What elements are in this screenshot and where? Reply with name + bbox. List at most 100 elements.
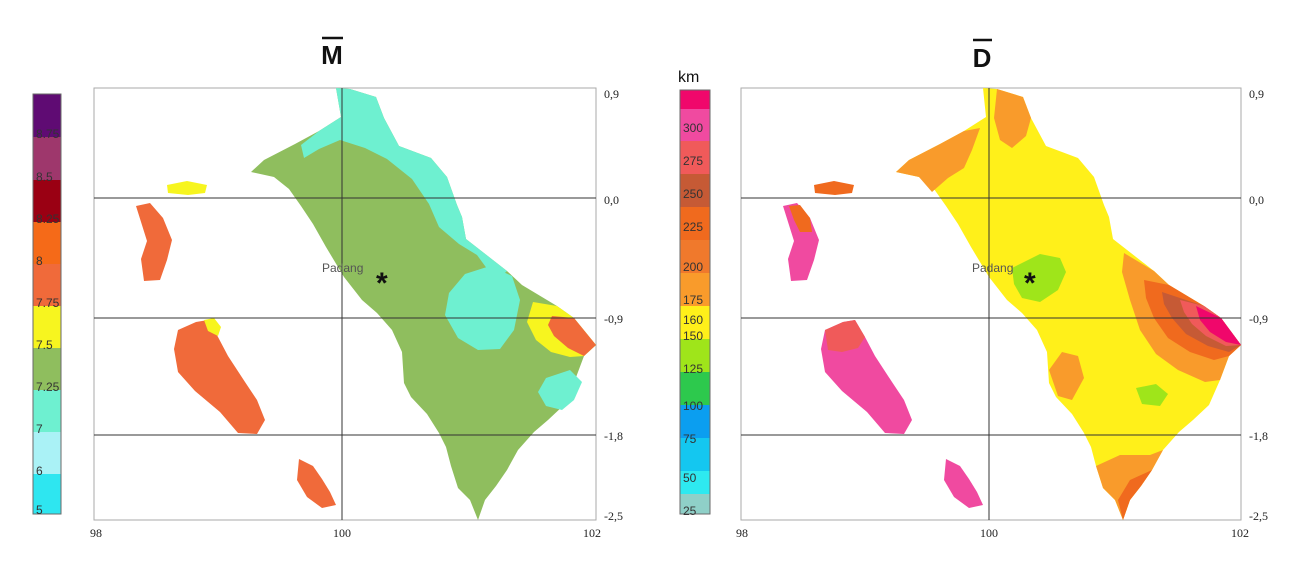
island [789, 205, 812, 232]
legend-frame [679, 89, 711, 515]
epicenter-star-icon: * [1024, 267, 1036, 300]
map-right-title: D [973, 43, 992, 73]
contour-zone [1196, 306, 1241, 345]
legend-label: 200 [683, 260, 703, 274]
legend-label: 100 [683, 399, 703, 413]
legend-label: 50 [683, 471, 697, 485]
legend-swatch [680, 207, 710, 240]
legend-swatch [680, 438, 710, 471]
y-tick: 0,9 [1249, 87, 1264, 101]
island [136, 203, 172, 281]
map-left-panel: M 8.75 8.5 8.25 8 7.75 7.5 7.25 7 6 5 [32, 36, 623, 540]
legend-label: 75 [683, 432, 697, 446]
legend-label: 175 [683, 293, 703, 307]
legend-label: 225 [683, 220, 703, 234]
legend-swatch [33, 474, 61, 514]
legend-label: 8.25 [36, 212, 60, 226]
legend-label: 150 [683, 329, 703, 343]
legend-swatch [680, 405, 710, 438]
map-left-land [136, 88, 596, 520]
epicenter-star-icon: * [376, 267, 388, 300]
legend-label: 7.75 [36, 296, 60, 310]
island [814, 181, 854, 195]
y-tick: -0,9 [1249, 312, 1268, 326]
island [167, 181, 207, 195]
contour-zone [896, 128, 980, 192]
legend-swatch [680, 273, 710, 306]
city-label-padang: Padang [972, 261, 1013, 275]
island [204, 318, 221, 336]
island [825, 320, 865, 352]
legend-swatch [680, 471, 710, 494]
contour-zone [1012, 254, 1066, 302]
legend-frame [32, 93, 62, 515]
legend-swatch [33, 306, 61, 348]
contour-zone [1136, 384, 1168, 406]
island [297, 459, 336, 508]
legend-swatch [33, 264, 61, 306]
legend-label: 7 [36, 422, 43, 436]
contour-zone [301, 88, 507, 281]
city-label-padang: Padang [322, 261, 363, 275]
map-left-title: M [321, 40, 343, 70]
legend-label: 25 [683, 504, 697, 518]
legend-unit-label: km [678, 69, 699, 86]
contour-zone [1049, 352, 1084, 400]
x-tick: 102 [1231, 526, 1249, 540]
legend-swatch [33, 390, 61, 432]
legend-swatch [680, 372, 710, 405]
legend-label: 300 [683, 121, 703, 135]
map-right-land [783, 88, 1241, 520]
map-right-panel: D km 300 275 250 225 200 175 160 [678, 38, 1268, 540]
legend-swatch [680, 174, 710, 207]
legend-label: 275 [683, 154, 703, 168]
legend-label: 8.5 [36, 170, 53, 184]
x-tick: 98 [736, 526, 748, 540]
legend-label: 6 [36, 464, 43, 478]
legend-swatch [680, 141, 710, 174]
island [174, 320, 265, 434]
y-tick: 0,0 [1249, 193, 1264, 207]
legend-label: 7.25 [36, 380, 60, 394]
legend-swatch [33, 348, 61, 390]
legend-label: 125 [683, 362, 703, 376]
y-tick: -0,9 [604, 312, 623, 326]
contour-zone [538, 370, 582, 410]
contour-zone [1118, 470, 1152, 520]
legend-label: 5 [36, 503, 43, 517]
map-right-grid [741, 88, 1241, 520]
legend-swatch [680, 90, 710, 109]
island [944, 459, 983, 508]
map-left-grid [94, 88, 596, 520]
legend-label: 250 [683, 187, 703, 201]
y-tick: 0,9 [604, 87, 619, 101]
y-tick: -1,8 [1249, 429, 1268, 443]
y-tick: -2,5 [604, 509, 623, 523]
legend-swatch [33, 222, 61, 264]
mainland-zone [896, 88, 1241, 520]
legend-swatch [680, 306, 710, 339]
legend-label: 8 [36, 254, 43, 268]
legend-swatch [33, 180, 61, 222]
legend-label: 8.75 [36, 127, 60, 141]
x-tick: 102 [583, 526, 601, 540]
map-right-legend: 300 275 250 225 200 175 160 150 125 100 … [679, 89, 711, 518]
legend-swatch [33, 432, 61, 474]
y-tick: -1,8 [604, 429, 623, 443]
legend-swatch [680, 109, 710, 141]
map-left-legend: 8.75 8.5 8.25 8 7.75 7.5 7.25 7 6 5 [32, 93, 62, 517]
legend-label: 7.5 [36, 338, 53, 352]
contour-zone [445, 266, 520, 350]
y-tick: -2,5 [1249, 509, 1268, 523]
x-tick: 100 [333, 526, 351, 540]
x-tick: 98 [90, 526, 102, 540]
legend-swatch [33, 137, 61, 180]
contour-zone [548, 316, 596, 356]
x-tick: 100 [980, 526, 998, 540]
legend-swatch [680, 494, 710, 514]
y-tick: 0,0 [604, 193, 619, 207]
legend-swatch [33, 94, 61, 137]
legend-swatch [680, 240, 710, 273]
mainland-zone [251, 88, 596, 520]
